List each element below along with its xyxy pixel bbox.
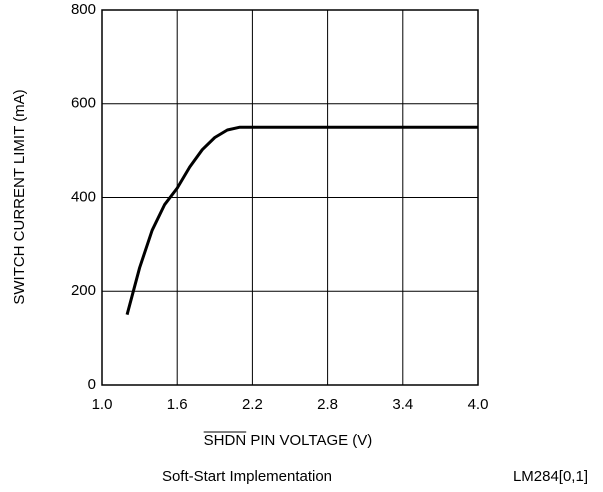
data-line [125,125,478,316]
x-tick-label: 3.4 [392,396,413,413]
plot-frame [101,9,479,386]
y-tick-label: 200 [71,282,96,299]
x-tick-label: 2.8 [317,396,338,413]
x-tick-label: 4.0 [468,396,489,413]
y-tick-label: 400 [71,188,96,205]
y-tick-label: 600 [71,95,96,112]
caption: Soft-Start Implementation [162,468,332,485]
x-axis-label: SHDN PIN VOLTAGE (V) [204,432,373,449]
y-tick-label: 800 [71,1,96,18]
y-axis-label: SWITCH CURRENT LIMIT (mA) [11,89,28,304]
x-tick-label: 2.2 [242,396,263,413]
y-tick-label: 0 [88,376,96,393]
x-tick-label: 1.0 [92,396,113,413]
x-tick-label: 1.6 [167,396,188,413]
figure-id: LM284[0,1] [513,468,588,485]
